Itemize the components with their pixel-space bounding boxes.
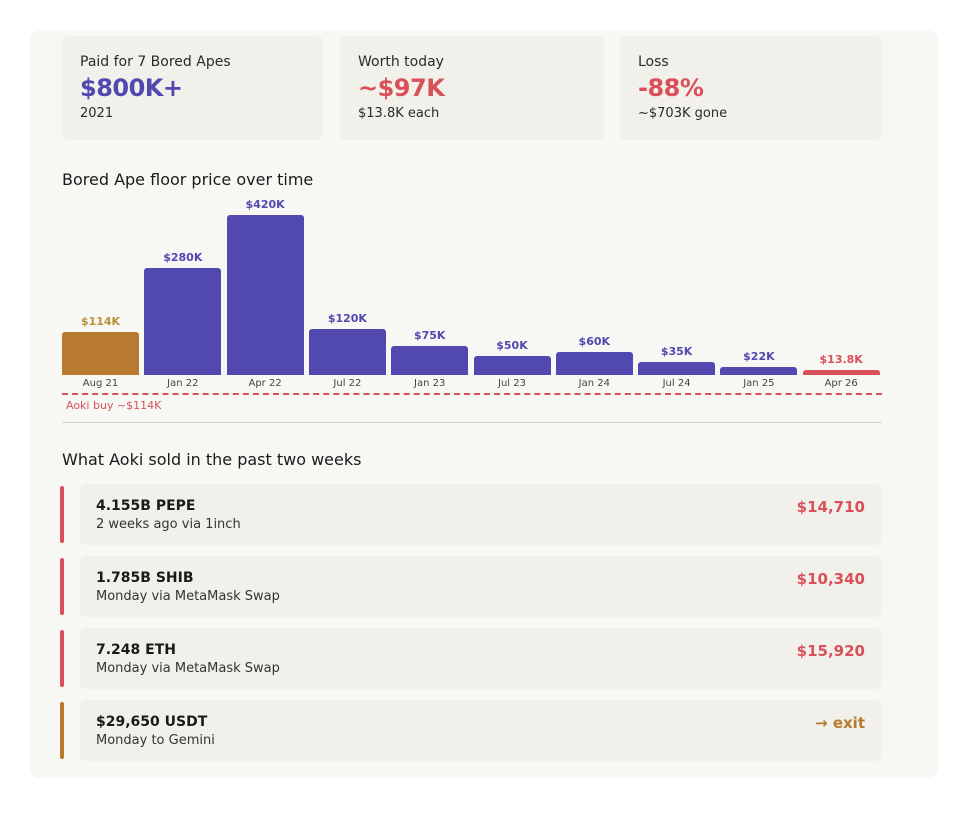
bar-value-label: $114K [80, 314, 121, 328]
sale-asset: 4.155B PEPE [96, 498, 196, 514]
bar-jul-24 [638, 361, 716, 375]
accent-bar [60, 702, 64, 759]
stat-label: Paid for 7 Bored Apes [80, 54, 231, 70]
x-tick-label: Jul 24 [662, 378, 691, 389]
sale-meta: 2 weeks ago via 1inch [96, 517, 241, 532]
bar-value-label: $120K [327, 312, 367, 326]
sale-amount: → exit [815, 714, 865, 732]
accent-bar [60, 486, 64, 543]
bar-jan-23 [391, 346, 469, 375]
sale-item: 7.248 ETH Monday via MetaMask Swap $15,9… [80, 628, 882, 689]
stat-loss: Loss -88% ~$703K gone [620, 36, 882, 140]
bar-value-label: $22K [743, 349, 775, 363]
x-tick-label: Aug 21 [82, 378, 119, 389]
bar-jan-24 [555, 352, 633, 375]
sale-asset: 7.248 ETH [96, 642, 176, 658]
bar-jan-22 [144, 268, 222, 375]
x-tick-label: Jul 22 [333, 378, 362, 389]
accent-bar [60, 558, 64, 615]
stat-sub: ~$703K gone [638, 106, 728, 121]
bar-value-label: $50K [496, 338, 528, 352]
x-tick-label: Jan 24 [578, 378, 610, 389]
bar-jan-25 [720, 366, 798, 375]
bar-value-label: $420K [245, 198, 285, 211]
bar-apr-22 [226, 215, 304, 375]
x-tick-label: Apr 22 [248, 378, 282, 389]
stat-worth: Worth today ~$97K $13.8K each [340, 36, 604, 140]
stat-paid: Paid for 7 Bored Apes $800K+ 2021 [62, 36, 323, 140]
sale-item: $29,650 USDT Monday to Gemini → exit [80, 700, 882, 761]
bar-value-label: $75K [413, 329, 446, 343]
sale-meta: Monday via MetaMask Swap [96, 589, 280, 604]
x-tick-label: Apr 26 [824, 378, 858, 389]
sale-meta: Monday via MetaMask Swap [96, 661, 280, 676]
bar-apr-26 [802, 369, 880, 375]
accent-bar [60, 630, 64, 687]
sale-item: 4.155B PEPE 2 weeks ago via 1inch $14,71… [80, 484, 882, 545]
sale-asset: $29,650 USDT [96, 714, 208, 730]
reference-line-label: Aoki buy ~$114K [66, 399, 162, 412]
sale-amount: $14,710 [796, 498, 865, 516]
stat-sub: $13.8K each [358, 106, 440, 121]
stat-value: -88% [638, 74, 704, 102]
stat-label: Worth today [358, 54, 444, 70]
bar-value-label: $35K [660, 344, 693, 358]
x-tick-label: Jul 23 [498, 378, 526, 389]
x-tick-label: Jan 22 [167, 378, 199, 389]
chart-title: Bored Ape floor price over time [62, 170, 314, 189]
divider [62, 422, 882, 423]
stat-value: ~$97K [358, 74, 445, 102]
bar-value-label: $13.8K [819, 352, 863, 366]
x-tick-label: Jan 25 [743, 378, 775, 389]
x-tick-label: Jan 23 [414, 378, 446, 389]
sale-item: 1.785B SHIB Monday via MetaMask Swap $10… [80, 556, 882, 617]
bar-aug-21 [62, 331, 139, 375]
stat-sub: 2021 [80, 106, 114, 121]
sales-title: What Aoki sold in the past two weeks [62, 450, 362, 469]
reference-line [62, 393, 882, 395]
sale-amount: $15,920 [796, 642, 865, 660]
bar-value-label: $280K [163, 251, 203, 265]
bar-value-label: $60K [578, 335, 611, 349]
sale-amount: $10,340 [796, 570, 865, 588]
bar-jul-23 [473, 355, 551, 375]
sale-asset: 1.785B SHIB [96, 570, 194, 586]
stat-value: $800K+ [80, 74, 183, 102]
bar-jul-22 [308, 329, 386, 375]
stat-label: Loss [638, 54, 669, 70]
sale-meta: Monday to Gemini [96, 733, 215, 748]
